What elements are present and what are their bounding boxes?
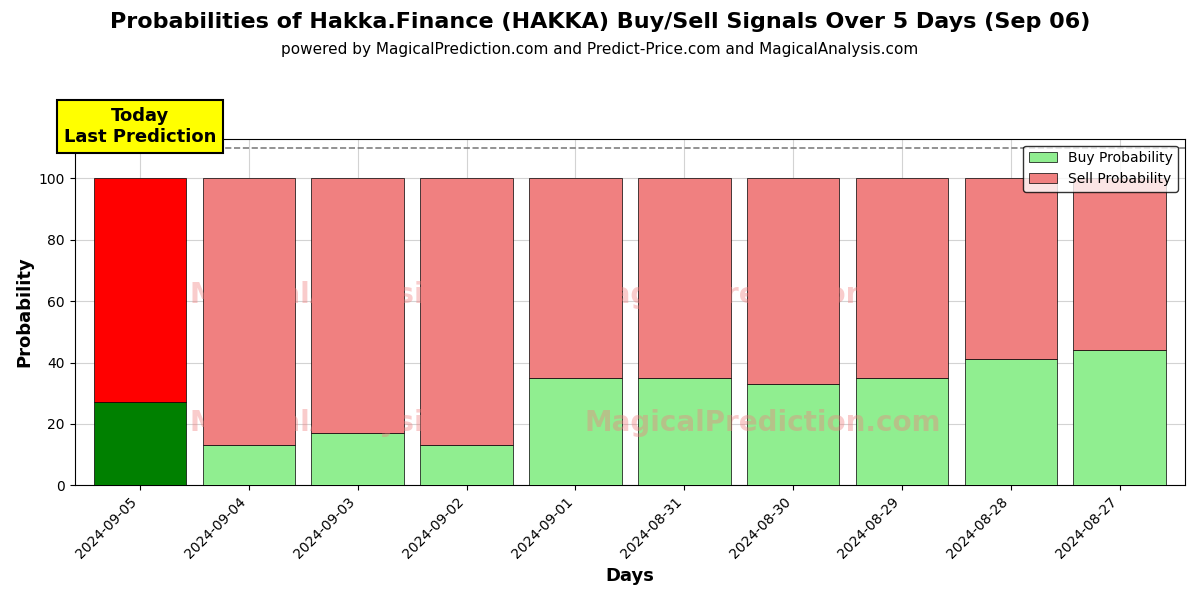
Bar [203,445,295,485]
Text: powered by MagicalPrediction.com and Predict-Price.com and MagicalAnalysis.com: powered by MagicalPrediction.com and Pre… [281,42,919,57]
Bar [638,378,731,485]
Bar [1074,178,1166,350]
Bar [94,178,186,403]
Bar [746,178,839,384]
Bar [312,178,404,433]
Bar [94,403,186,485]
Text: MagicalPrediction.com: MagicalPrediction.com [584,281,941,308]
Bar [746,384,839,485]
Bar [203,178,295,445]
Bar [529,378,622,485]
Bar [856,378,948,485]
Bar [420,445,512,485]
Text: MagicalAnalysis.com: MagicalAnalysis.com [190,281,515,308]
Y-axis label: Probability: Probability [16,257,34,367]
Bar [420,178,512,445]
Bar [312,433,404,485]
Bar [965,178,1057,359]
Bar [856,178,948,378]
Text: MagicalPrediction.com: MagicalPrediction.com [584,409,941,437]
Text: MagicalAnalysis.com: MagicalAnalysis.com [190,409,515,437]
Bar [638,178,731,378]
Bar [965,359,1057,485]
Bar [1074,350,1166,485]
Text: Probabilities of Hakka.Finance (HAKKA) Buy/Sell Signals Over 5 Days (Sep 06): Probabilities of Hakka.Finance (HAKKA) B… [110,12,1090,32]
Bar [529,178,622,378]
X-axis label: Days: Days [605,567,654,585]
Text: Today
Last Prediction: Today Last Prediction [64,107,216,146]
Legend: Buy Probability, Sell Probability: Buy Probability, Sell Probability [1024,146,1178,191]
